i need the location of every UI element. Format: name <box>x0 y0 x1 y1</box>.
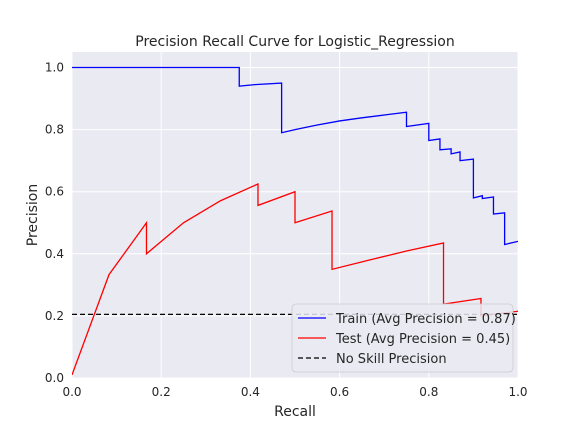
x-tick-label: 1.0 <box>508 385 527 399</box>
x-axis-label: Recall <box>274 404 316 420</box>
legend-label-1: Test (Avg Precision = 0.45) <box>335 332 510 347</box>
legend-label-0: Train (Avg Precision = 0.87) <box>335 312 516 327</box>
y-tick-label: 0.6 <box>45 185 64 199</box>
x-tick-label: 0.8 <box>419 385 438 399</box>
y-axis-label: Precision <box>25 184 41 246</box>
y-tick-label: 0.8 <box>45 123 64 137</box>
legend-box <box>291 303 514 373</box>
series-line-0 <box>72 66 518 246</box>
x-axis-ticks: 0.0 0.2 0.4 0.6 0.8 1.0 <box>62 385 527 399</box>
legend-label-2: No Skill Precision <box>336 352 447 367</box>
x-tick-label: 0.6 <box>330 385 349 399</box>
x-tick-label: 0.0 <box>62 385 81 399</box>
y-tick-label: 0.4 <box>45 247 64 261</box>
y-tick-label: 1.0 <box>45 61 64 75</box>
chart-title: Precision Recall Curve for Logistic_Regr… <box>135 34 454 50</box>
x-tick-label: 0.2 <box>152 385 171 399</box>
y-axis-ticks: 0.0 0.2 0.4 0.6 0.8 1.0 <box>45 61 64 385</box>
legend: Train (Avg Precision = 0.87) Test (Avg Pr… <box>291 303 516 373</box>
y-tick-label: 0.0 <box>45 371 64 385</box>
y-tick-label: 0.2 <box>45 309 64 323</box>
x-tick-label: 0.4 <box>241 385 260 399</box>
